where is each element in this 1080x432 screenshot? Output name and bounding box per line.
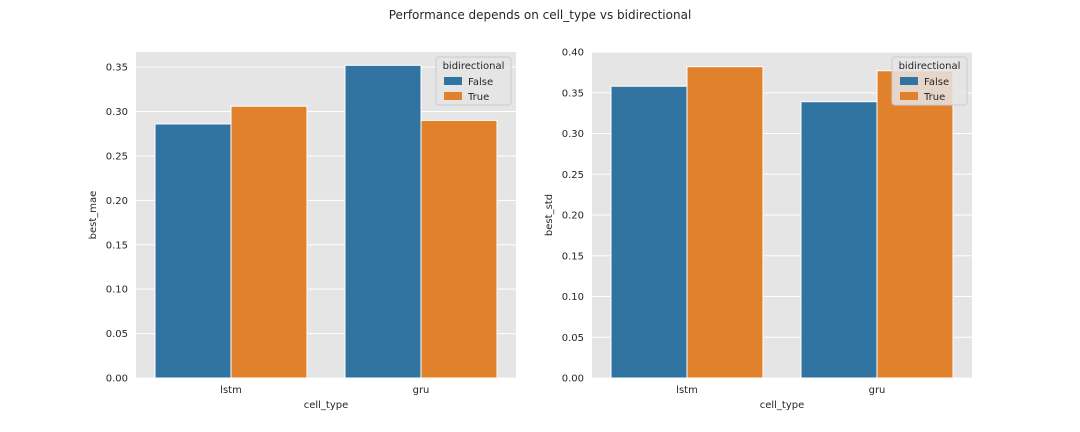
legend-swatch-false (444, 77, 462, 85)
bar-true-gru (876, 70, 954, 379)
y-tick-label: 0.00 (562, 374, 584, 385)
x-axis-label: cell_type (304, 400, 349, 411)
y-tick-label: 0.30 (562, 129, 584, 140)
chart-panel-1: 0.00 0.05 0.10 0.15 0.20 0.25 0.30 0.35 lstm gru c… (88, 52, 516, 411)
bar-false-lstm (154, 123, 232, 379)
legend-title: bidirectional (443, 61, 505, 72)
y-tick-label: 0.40 (562, 48, 584, 59)
x-axis-label: cell_type (760, 400, 805, 411)
legend-swatch-false (900, 77, 918, 85)
bar-true-lstm (686, 66, 764, 379)
legend-swatch-true (900, 92, 918, 100)
y-tick-label: 0.05 (106, 329, 128, 340)
y-tick-label: 0.25 (106, 151, 128, 162)
legend-swatch-true (444, 92, 462, 100)
x-tick-label: gru (413, 385, 430, 396)
legend-label-false: False (468, 77, 493, 88)
y-tick-label: 0.35 (106, 63, 128, 74)
y-tick-label: 0.15 (106, 240, 128, 251)
chart-panel-2: 0.00 0.05 0.10 0.15 0.20 0.25 0.30 0.35 0.40 lstm… (544, 48, 972, 411)
legend-label-true: True (467, 92, 489, 103)
bar-false-gru (344, 64, 422, 379)
y-tick-label: 0.15 (562, 251, 584, 262)
y-tick-label: 0.35 (562, 88, 584, 99)
legend: bidirectional False True (435, 56, 512, 106)
bar-true-gru (420, 119, 498, 379)
figure-title: Performance depends on cell_type vs bidi… (388, 8, 692, 22)
y-axis-label: best_mae (88, 191, 99, 240)
y-tick-label: 0.00 (106, 374, 128, 385)
y-axis-label: best_std (544, 194, 555, 236)
legend-title: bidirectional (899, 61, 961, 72)
y-tick-label: 0.10 (106, 285, 128, 296)
x-tick-label: gru (869, 385, 886, 396)
y-tick-label: 0.20 (562, 211, 584, 222)
y-tick-label: 0.30 (106, 107, 128, 118)
x-tick-label: lstm (676, 385, 698, 396)
x-tick-label: lstm (220, 385, 242, 396)
y-tick-label: 0.10 (562, 292, 584, 303)
bar-true-lstm (230, 105, 308, 379)
y-tick-label: 0.20 (106, 196, 128, 207)
y-tick-label: 0.25 (562, 170, 584, 181)
legend-label-false: False (924, 77, 949, 88)
legend-label-true: True (923, 92, 945, 103)
y-tick-label: 0.05 (562, 333, 584, 344)
bar-false-lstm (610, 85, 688, 379)
legend: bidirectional False True (891, 56, 968, 106)
bar-false-gru (800, 101, 878, 379)
